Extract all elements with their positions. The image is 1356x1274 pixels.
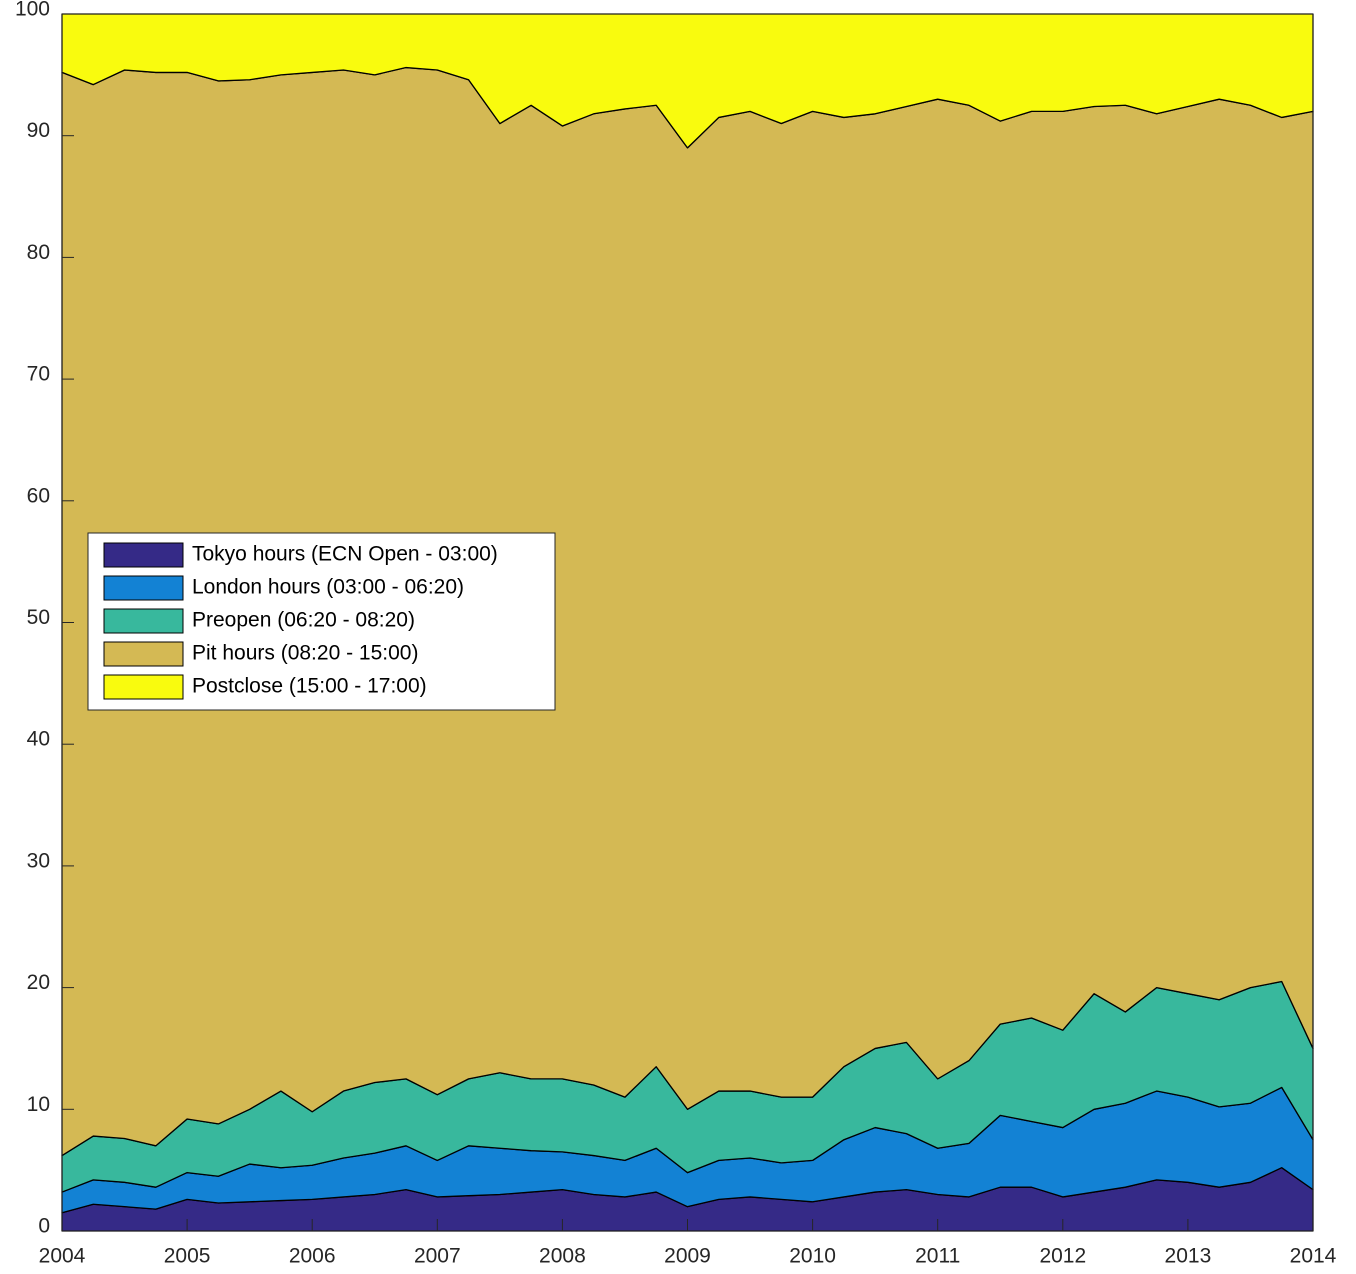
legend-label: Pit hours (08:20 - 15:00) xyxy=(192,642,418,665)
x-tick-label: 2005 xyxy=(164,1245,211,1268)
x-tick-label: 2011 xyxy=(915,1245,960,1268)
x-tick-label: 2009 xyxy=(664,1245,711,1268)
x-tick-label: 2008 xyxy=(539,1245,586,1268)
legend-swatch xyxy=(103,542,184,568)
legend-swatch xyxy=(103,641,184,667)
y-tick-label: 50 xyxy=(27,606,50,629)
x-tick-label: 2004 xyxy=(39,1245,86,1268)
legend-label: London hours (03:00 - 06:20) xyxy=(192,576,464,599)
legend-label: Tokyo hours (ECN Open - 03:00) xyxy=(192,543,498,566)
y-tick-label: 70 xyxy=(27,363,50,386)
legend-swatch xyxy=(103,608,184,634)
y-tick-label: 10 xyxy=(27,1093,50,1116)
legend-label: Preopen (06:20 - 08:20) xyxy=(192,609,415,632)
y-tick-label: 100 xyxy=(15,0,50,21)
legend-swatch xyxy=(103,575,184,601)
legend-label: Postclose (15:00 - 17:00) xyxy=(192,675,427,698)
y-tick-label: 40 xyxy=(27,728,50,751)
y-tick-label: 90 xyxy=(27,119,50,142)
x-tick-label: 2013 xyxy=(1165,1245,1212,1268)
y-tick-label: 30 xyxy=(27,849,50,872)
x-tick-label: 2007 xyxy=(414,1245,461,1268)
y-tick-label: 20 xyxy=(27,971,50,994)
legend-swatch xyxy=(103,674,184,700)
x-tick-label: 2012 xyxy=(1039,1245,1086,1268)
y-tick-label: 80 xyxy=(27,241,50,264)
x-tick-label: 2014 xyxy=(1290,1245,1337,1268)
y-tick-label: 60 xyxy=(27,484,50,507)
legend: Tokyo hours (ECN Open - 03:00) London hou… xyxy=(87,532,556,711)
x-tick-label: 2006 xyxy=(289,1245,336,1268)
x-tick-label: 2010 xyxy=(789,1245,836,1268)
y-tick-label: 0 xyxy=(38,1215,50,1238)
